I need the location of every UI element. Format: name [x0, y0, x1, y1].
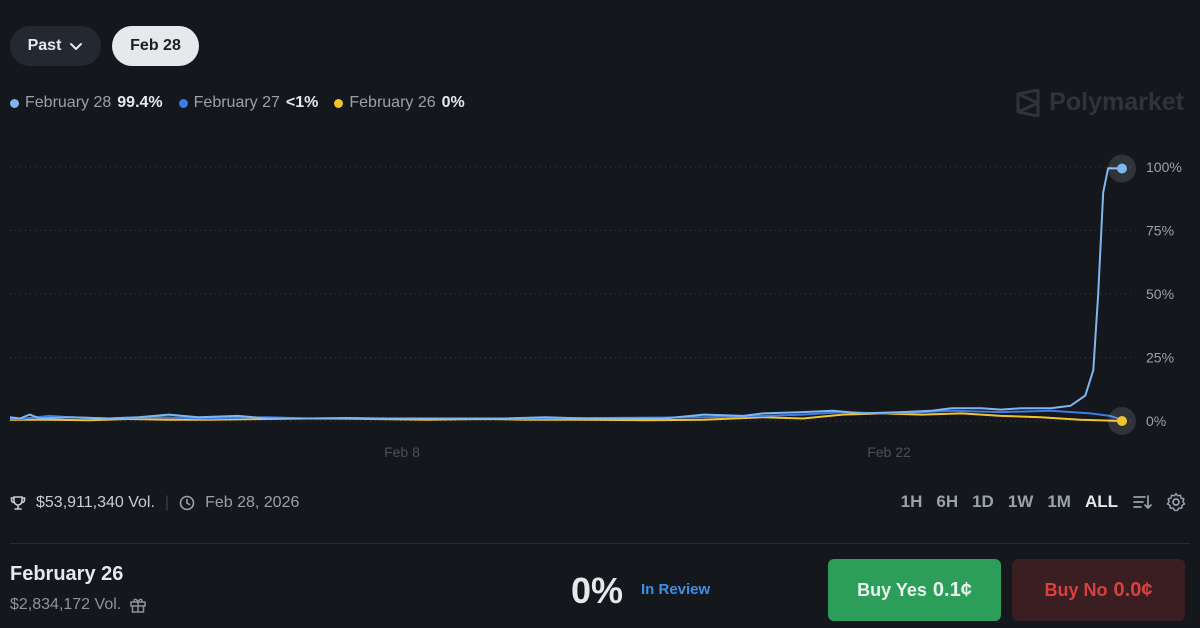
brand-name: Polymarket [1049, 88, 1184, 116]
settings-gear-icon[interactable] [1166, 492, 1186, 512]
range-6h[interactable]: 6H [936, 492, 959, 511]
range-1d[interactable]: 1D [972, 492, 994, 511]
x-tick-label: Feb 8 [384, 444, 420, 460]
buy-yes-label: Buy Yes [857, 579, 927, 600]
chart-legend: February 28 99.4% February 27 <1% Februa… [10, 94, 465, 112]
market-stats: $53,911,340 Vol. | Feb 28, 2026 [10, 494, 299, 512]
buy-yes-button[interactable]: Buy Yes 0.1¢ [828, 559, 1001, 621]
legend-name: February 26 [349, 94, 436, 111]
range-all[interactable]: ALL [1084, 492, 1118, 511]
legend-dot [334, 98, 344, 108]
sort-icon[interactable] [1132, 492, 1152, 512]
date-filter-button[interactable]: Feb 28 [112, 26, 199, 66]
legend-name: February 27 [193, 94, 280, 111]
series-line [9, 167, 1123, 420]
range-1m[interactable]: 1M [1047, 492, 1071, 511]
legend-item[interactable]: February 28 99.4% [10, 94, 163, 112]
series-line [10, 412, 1123, 422]
time-range-selector: 1H 6H 1D 1W 1M ALL [901, 492, 1186, 512]
polymarket-logo: Polymarket [1015, 88, 1184, 117]
price-chart[interactable]: 100% 75% 50% 25% 0% Feb 8 Feb 22 [0, 130, 1200, 470]
range-1h[interactable]: 1H [900, 492, 923, 511]
outcome-volume-row: $2,834,172 Vol. [10, 596, 147, 614]
buy-yes-price: 0.1¢ [932, 578, 972, 601]
outcome-volume: $2,834,172 Vol. [10, 596, 122, 613]
y-tick-label: 50% [1146, 286, 1174, 302]
legend-item[interactable]: February 27 <1% [178, 94, 319, 112]
buy-no-price: 0.0¢ [1113, 578, 1153, 601]
y-tick-label: 25% [1146, 350, 1174, 366]
x-tick-label: Feb 22 [867, 444, 911, 460]
y-tick-label: 75% [1146, 223, 1174, 239]
legend-item[interactable]: February 26 0% [334, 94, 465, 112]
buy-no-label: Buy No [1044, 579, 1108, 600]
gift-icon[interactable] [129, 596, 147, 614]
clock-icon [179, 495, 195, 511]
legend-dot [10, 98, 19, 108]
legend-name: February 28 [25, 94, 112, 111]
trophy-icon [10, 496, 26, 510]
polymarket-logo-icon [1016, 88, 1040, 117]
outcome-title: February 26 [10, 563, 124, 585]
y-tick-label: 0% [1146, 413, 1166, 429]
endpoint-marker [1117, 163, 1127, 174]
date-filter-label: Feb 28 [130, 37, 181, 54]
status-badge: In Review [641, 581, 711, 598]
past-label: Past [27, 37, 62, 54]
range-1w[interactable]: 1W [1007, 492, 1034, 511]
outcome-percentage: 0% [571, 570, 624, 611]
total-volume: $53,911,340 Vol. [36, 494, 155, 511]
section-divider [10, 543, 1190, 544]
chevron-down-icon [70, 43, 83, 50]
y-tick-label: 100% [1146, 159, 1182, 175]
endpoint-marker [1117, 416, 1127, 426]
legend-value: 0% [441, 94, 465, 111]
legend-value: <1% [285, 94, 319, 111]
legend-value: 99.4% [117, 94, 163, 111]
stats-divider: | [164, 494, 170, 511]
buy-no-button[interactable]: Buy No 0.0¢ [1012, 559, 1185, 621]
past-dropdown-button[interactable]: Past [10, 26, 101, 66]
legend-dot [178, 98, 188, 108]
end-date: Feb 28, 2026 [205, 494, 300, 511]
